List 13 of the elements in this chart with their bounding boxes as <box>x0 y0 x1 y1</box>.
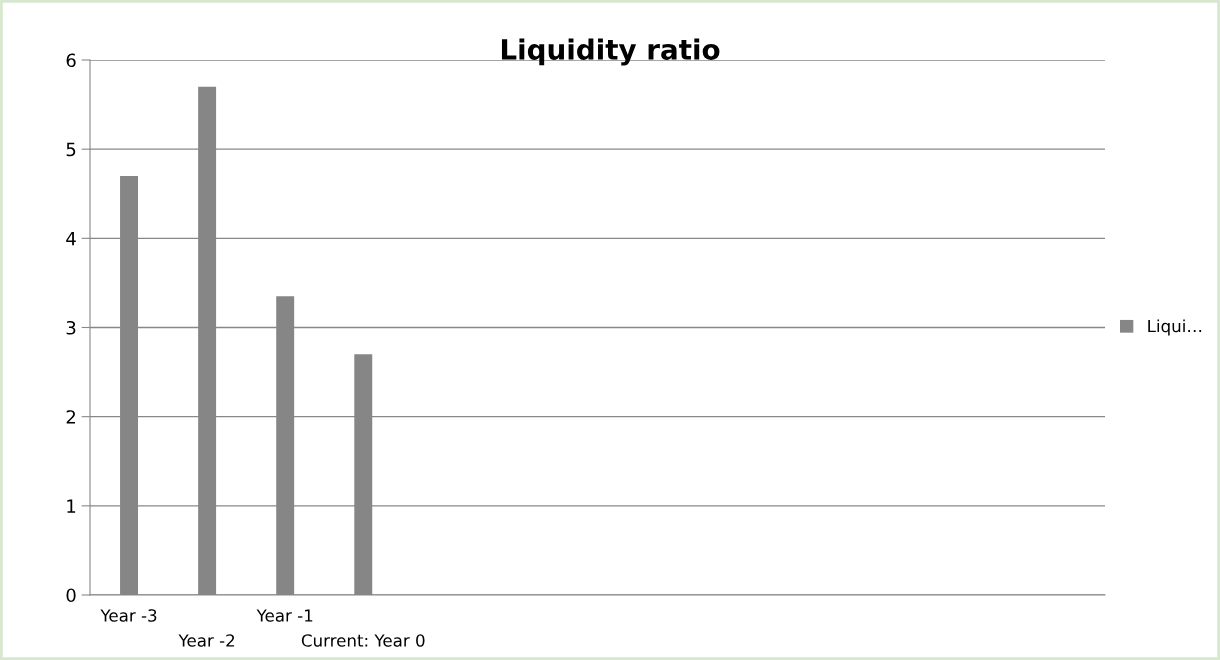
y-tick-label: 3 <box>66 320 76 335</box>
x-tick-label: Current: Year 0 <box>301 634 425 647</box>
y-tick-label: 6 <box>66 53 76 68</box>
x-tick-label: Year -2 <box>178 634 235 647</box>
y-tick-label: 5 <box>66 142 76 157</box>
chart-title: Liquidity ratio <box>501 38 720 66</box>
y-tick-label: 0 <box>66 588 76 603</box>
y-tick-label: 4 <box>66 232 76 246</box>
y-tick-label: 2 <box>66 410 75 424</box>
y-tick-label: 1 <box>67 499 76 513</box>
legend-label: Liqui… <box>1148 319 1202 336</box>
x-tick-label: Year -1 <box>256 609 313 622</box>
x-tick-label: Year -3 <box>100 609 157 622</box>
